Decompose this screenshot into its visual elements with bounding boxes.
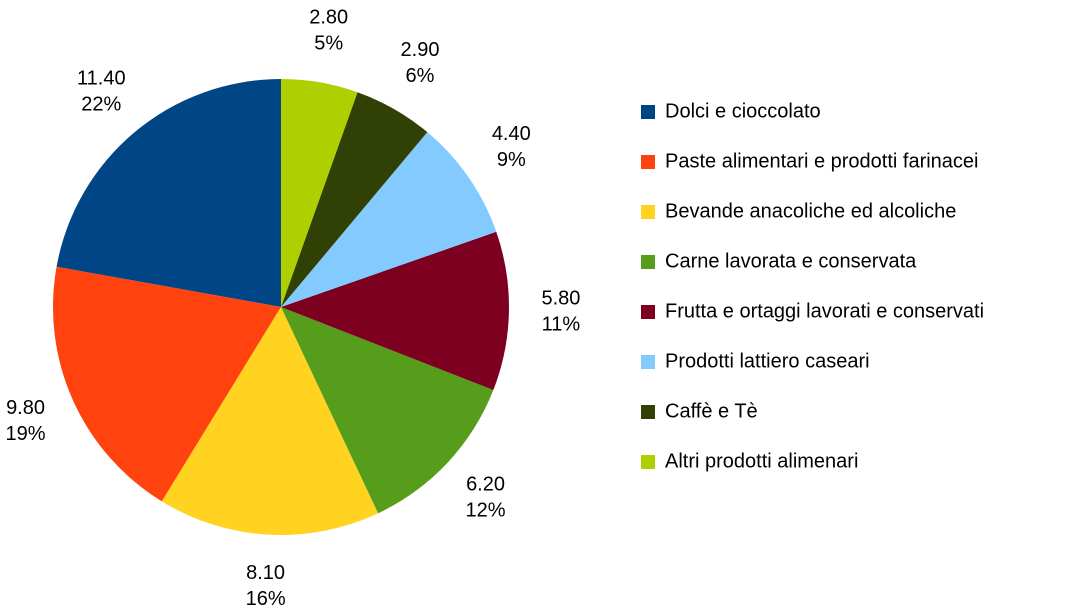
value-label: 6.20: [466, 474, 505, 496]
pie-slice: [281, 307, 494, 514]
legend-swatch: [641, 155, 655, 169]
legend-label: Carne lavorata e conservata: [665, 250, 917, 272]
value-label: 11.40: [77, 68, 126, 90]
percent-label: 16%: [246, 588, 286, 608]
legend-swatch: [641, 205, 655, 219]
legend-label: Paste alimentari e prodotti farinacei: [665, 150, 979, 172]
pie-slice: [53, 266, 281, 502]
pie-slice: [56, 79, 282, 307]
pie-slice: [281, 79, 358, 307]
legend-label: Caffè e Tè: [665, 400, 758, 422]
percent-label: 5%: [314, 32, 343, 54]
legend-swatch: [641, 305, 655, 319]
percent-label: 11%: [542, 313, 581, 335]
percent-label: 6%: [406, 65, 435, 87]
value-label: 2.90: [401, 39, 440, 61]
legend-swatch: [641, 405, 655, 419]
legend-label: Altri prodotti alimenari: [665, 450, 858, 472]
legend-label: Prodotti lattiero caseari: [665, 350, 870, 372]
legend-swatch: [641, 105, 655, 119]
value-label: 4.40: [492, 123, 531, 145]
value-label: 9.80: [6, 397, 45, 419]
value-label: 8.10: [246, 562, 285, 584]
legend-label: Frutta e ortaggi lavorati e conservati: [665, 300, 984, 322]
percent-label: 12%: [466, 500, 506, 522]
value-label: 2.80: [309, 6, 348, 28]
percent-label: 22%: [81, 94, 121, 116]
percent-label: 19%: [6, 423, 46, 445]
legend-swatch: [641, 355, 655, 369]
percent-label: 9%: [497, 149, 526, 171]
legend-swatch: [641, 455, 655, 469]
legend-label: Dolci e cioccolato: [665, 100, 821, 122]
pie-slice: [281, 231, 510, 391]
value-label: 5.80: [541, 287, 580, 309]
pie-slice: [281, 92, 428, 307]
legend-swatch: [641, 255, 655, 269]
pie-slice: [161, 307, 379, 535]
pie-slice: [281, 132, 497, 307]
legend-label: Bevande anacoliche ed alcoliche: [665, 200, 956, 222]
